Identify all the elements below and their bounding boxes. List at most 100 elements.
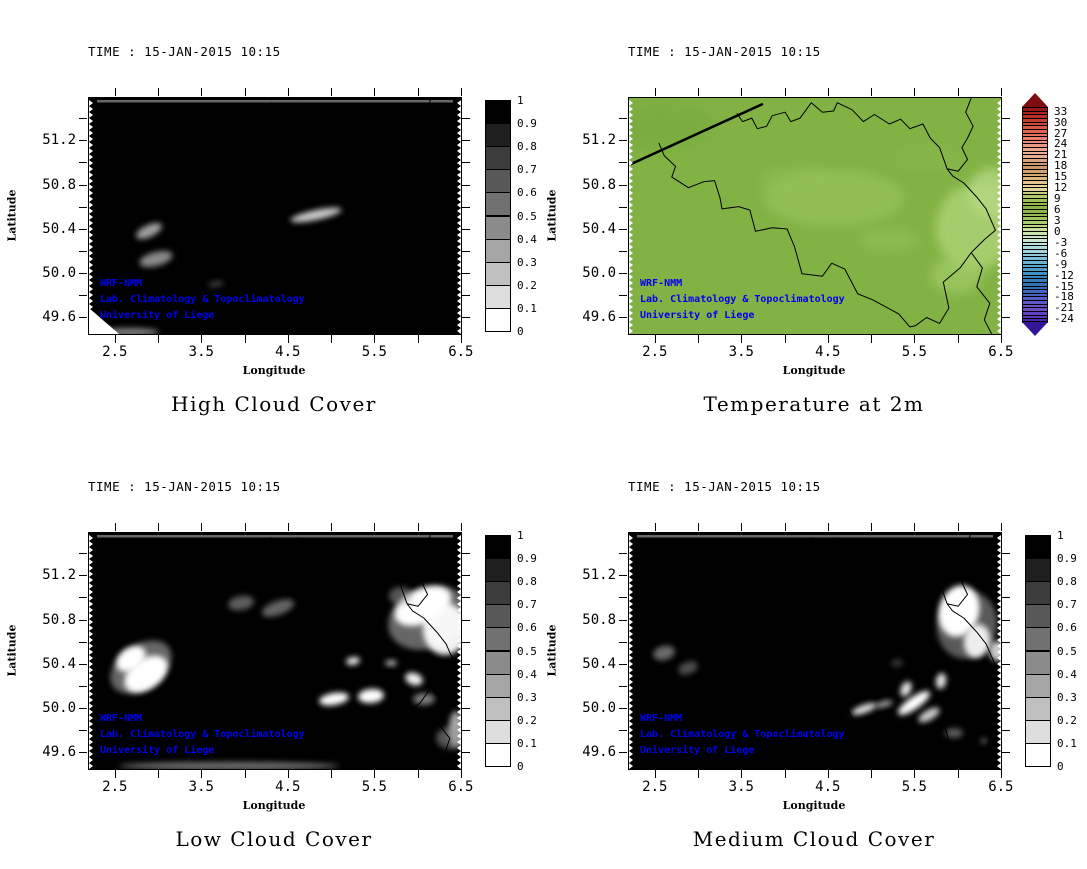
country-border xyxy=(406,98,434,172)
y-tick xyxy=(79,317,87,319)
x-tick xyxy=(417,523,419,531)
x-tick xyxy=(698,335,700,343)
colorbar-segment xyxy=(1025,742,1051,767)
y-tick xyxy=(462,686,470,687)
colorbar-arrow-top xyxy=(1022,93,1048,107)
colorbar-tick-label: 0.4 xyxy=(517,667,537,681)
field-feature xyxy=(136,222,162,240)
x-tick-label: 5.5 xyxy=(361,344,387,360)
map-field xyxy=(89,533,461,769)
cloud-colorbar: 1 0.9 0.8 0.7 0.6 0.5 0.4 0.3 0.2 0.1 0 xyxy=(485,530,555,772)
y-tick xyxy=(462,317,470,319)
watermark-line: WRF-NMM xyxy=(100,713,143,724)
x-tick xyxy=(244,523,246,531)
colorbar-tick-label: 1 xyxy=(517,529,524,542)
colorbar-segment xyxy=(1025,673,1051,698)
cloud-colorbar: 1 0.9 0.8 0.7 0.6 0.5 0.4 0.3 0.2 0.1 0 xyxy=(1025,530,1087,772)
field-feature xyxy=(980,738,988,744)
y-tick xyxy=(79,118,87,120)
panel-high-cloud-cover: TIME : 15-JAN-2015 10:15 Longitude Latit… xyxy=(0,0,547,435)
watermark-line: University of Liege xyxy=(100,745,215,756)
time-label: TIME : 15-JAN-2015 10:15 xyxy=(88,479,281,494)
colorbar-segment xyxy=(485,719,511,744)
x-tick xyxy=(114,523,116,531)
x-tick xyxy=(741,770,743,778)
colorbar-tick-label: 0.1 xyxy=(1057,736,1077,750)
y-tick-label: 51.2 xyxy=(582,567,616,584)
x-tick xyxy=(201,88,203,96)
y-tick-label: 49.6 xyxy=(582,309,616,326)
field-feature xyxy=(859,228,919,252)
x-tick xyxy=(417,335,419,343)
colorbar-tick-label: -24 xyxy=(1054,312,1074,326)
y-tick xyxy=(1002,184,1010,186)
x-tick xyxy=(654,88,656,96)
y-tick xyxy=(1002,686,1010,687)
colorbar-tick-label: 0.8 xyxy=(517,140,537,154)
colorbar-tick-label: 24 xyxy=(1054,137,1068,151)
colorbar-segment xyxy=(485,558,511,583)
x-tick xyxy=(287,88,289,96)
panel-medium-cloud-cover: TIME : 15-JAN-2015 10:15 Longitude Latit… xyxy=(540,435,1087,869)
colorbar-segment xyxy=(485,581,511,606)
colorbar-tick-label: 0.7 xyxy=(1057,598,1077,612)
x-tick xyxy=(417,770,419,778)
x-tick xyxy=(331,770,333,778)
coastline xyxy=(630,102,764,166)
x-axis-title: Longitude xyxy=(782,364,846,377)
y-tick xyxy=(619,597,627,599)
x-tick xyxy=(287,770,289,778)
x-tick xyxy=(784,88,786,96)
colorbar-arrow-bottom xyxy=(1022,322,1048,336)
colorbar-tick-label: 0.9 xyxy=(517,117,537,131)
x-tick xyxy=(331,523,333,531)
colorbar-tick-label: 0.3 xyxy=(1057,690,1077,704)
x-tick xyxy=(871,523,873,531)
y-tick xyxy=(619,730,627,732)
x-tick xyxy=(244,770,246,778)
country-border xyxy=(946,98,974,172)
colorbar-tick-label: 12 xyxy=(1054,181,1068,195)
colorbar-tick-label: 0.1 xyxy=(517,301,537,315)
colorbar-tick-label: 0.7 xyxy=(517,163,537,177)
x-tick xyxy=(374,335,376,343)
plot-frame xyxy=(88,97,462,335)
x-tick xyxy=(331,335,333,343)
y-tick xyxy=(79,251,87,252)
y-tick xyxy=(1002,118,1010,120)
country-border xyxy=(736,537,948,604)
colorbar-tick-label: -15 xyxy=(1054,279,1074,293)
field-feature xyxy=(760,167,834,195)
x-tick-label: 2.5 xyxy=(102,779,128,795)
y-tick-label: 50.8 xyxy=(42,176,76,193)
watermark: WRF-NMM Lab. Climatology & Topoclimatolo… xyxy=(640,711,845,759)
watermark: WRF-NMM Lab. Climatology & Topoclimatolo… xyxy=(640,276,845,324)
coastline xyxy=(90,537,224,601)
x-tick-label: 3.5 xyxy=(728,344,754,360)
field-feature xyxy=(119,762,339,769)
x-tick-label: 6.5 xyxy=(448,344,474,360)
x-tick xyxy=(784,770,786,778)
field-feature xyxy=(898,691,930,715)
x-tick xyxy=(201,335,203,343)
y-tick-label: 50.8 xyxy=(42,611,76,628)
y-tick xyxy=(619,575,627,577)
y-tick xyxy=(619,140,627,142)
colorbar-tick-label: 9 xyxy=(1054,192,1061,206)
colorbar-segment xyxy=(485,100,511,125)
x-tick xyxy=(698,523,700,531)
colorbar-segment xyxy=(485,604,511,629)
x-tick xyxy=(460,523,462,531)
colorbar-tick-label: 21 xyxy=(1054,148,1068,162)
x-tick xyxy=(914,523,916,531)
y-tick xyxy=(79,663,87,665)
x-tick xyxy=(957,523,959,531)
country-border xyxy=(196,537,408,604)
field-feature xyxy=(935,673,947,689)
colorbar-segment xyxy=(485,650,511,675)
colorbar-tick-label: 0.5 xyxy=(517,209,537,223)
watermark-line: Lab. Climatology & Topoclimatology xyxy=(640,294,845,305)
colorbar-segment xyxy=(485,169,511,194)
plot-frame xyxy=(628,532,1002,770)
